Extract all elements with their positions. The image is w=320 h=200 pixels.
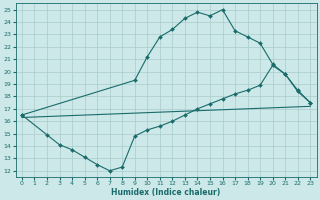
X-axis label: Humidex (Indice chaleur): Humidex (Indice chaleur) [111,188,221,197]
